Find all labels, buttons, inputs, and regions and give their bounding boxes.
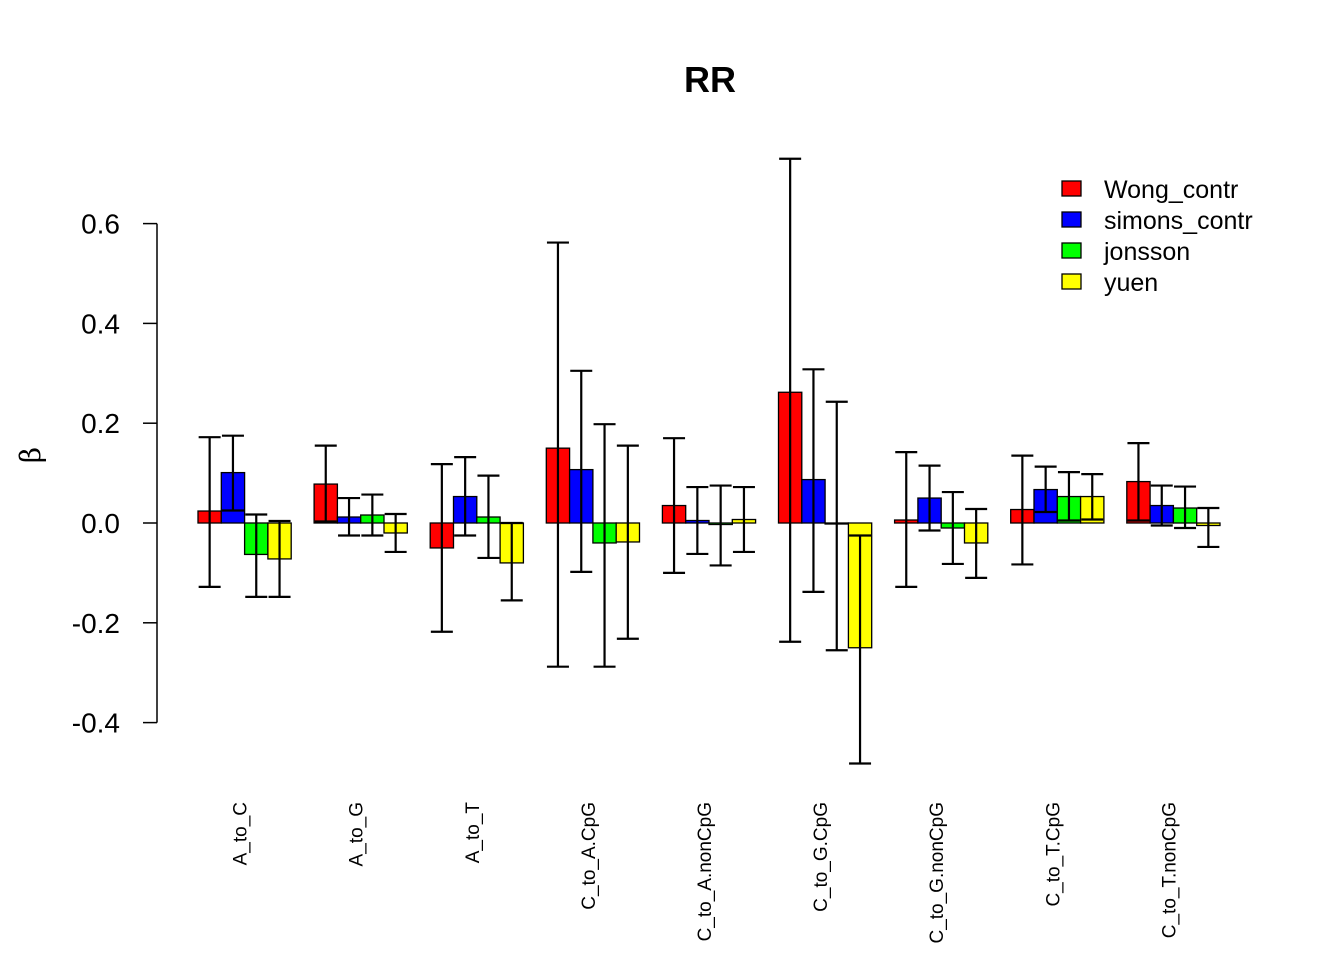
- x-tick-label: C_to_A.CpG: [579, 802, 600, 910]
- y-tick-label: -0.4: [72, 708, 120, 739]
- y-tick-label: 0.4: [81, 308, 120, 339]
- x-tick-label: A_to_G: [347, 802, 368, 866]
- x-tick-label: C_to_A.nonCpG: [695, 802, 716, 941]
- y-tick-label: 0.0: [81, 508, 120, 539]
- y-tick-label: 0.2: [81, 408, 120, 439]
- x-tick-label: A_to_C: [231, 802, 252, 865]
- error-bars: [198, 157, 1220, 765]
- chart-title: RR: [684, 59, 736, 100]
- legend-label: yuen: [1104, 269, 1158, 297]
- legend-swatch: [1061, 180, 1082, 197]
- x-tick-label: C_to_T.nonCpG: [1159, 802, 1180, 938]
- x-axis-labels: A_to_C A_to_G A_to_T C_to_A.CpG C_to_A.nonCp…: [231, 802, 1181, 944]
- y-tick-label: -0.2: [72, 608, 120, 639]
- x-tick-label: C_to_T.CpG: [1043, 802, 1064, 907]
- legend-label: simons_contr: [1104, 207, 1253, 235]
- legend-label: Wong_contr: [1104, 176, 1238, 204]
- y-tick-label: 0.6: [81, 209, 120, 240]
- legend-swatch: [1061, 273, 1082, 290]
- x-tick-label: A_to_T: [463, 802, 484, 864]
- x-tick-label: C_to_G.CpG: [811, 802, 832, 912]
- legend-swatch: [1061, 211, 1082, 228]
- legend-swatch: [1061, 242, 1082, 259]
- y-axis: 0.6 0.4 0.2 0.0 -0.2 -0.4: [72, 209, 158, 739]
- legend-label: jonsson: [1103, 238, 1190, 266]
- x-tick-label: C_to_G.nonCpG: [927, 802, 948, 944]
- y-axis-label: β: [14, 447, 47, 463]
